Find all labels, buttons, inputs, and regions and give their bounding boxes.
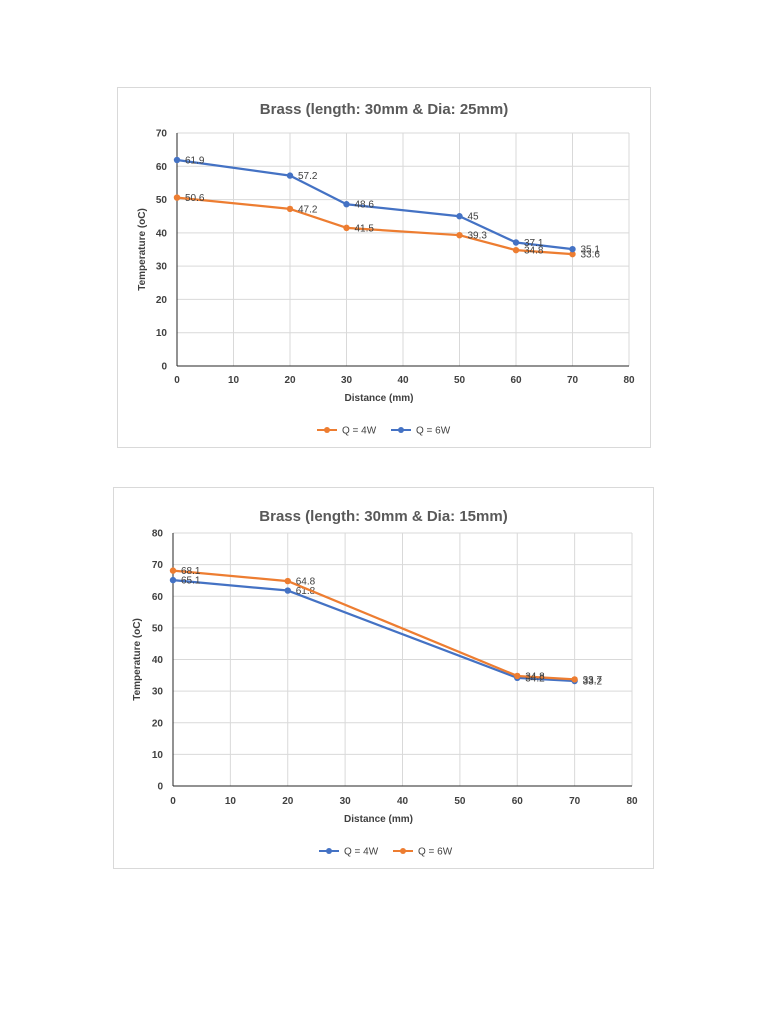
legend-entry: Q = 4W [342,426,377,437]
x-axis-title: Distance (mm) [345,393,414,404]
data-label: 64.8 [296,577,316,588]
x-tick-label: 60 [512,796,524,807]
data-point [284,587,291,594]
data-label: 35.1 [581,245,601,256]
data-label: 68.1 [181,566,201,577]
x-tick-label: 30 [340,796,352,807]
x-tick-label: 40 [397,796,409,807]
data-point [569,245,576,253]
y-tick-label: 40 [156,228,168,239]
legend-entry: Q = 6W [418,847,453,858]
x-tick-label: 30 [341,375,353,386]
data-point [343,201,350,208]
data-label: 33.6 [581,250,601,261]
data-point [173,156,181,164]
legend-entry: Q = 4W [344,847,379,858]
data-label: 45 [468,212,480,223]
legend-swatch-marker [326,848,332,854]
data-point [512,246,520,254]
y-tick-label: 50 [156,195,168,206]
series-line-1 [172,579,575,683]
data-point [456,231,463,239]
y-tick-label: 30 [156,262,168,273]
y-tick-label: 10 [156,328,168,339]
chart-title: Brass (length: 30mm & Dia: 25mm) [260,101,508,118]
data-label: 33.2 [583,677,603,688]
data-label: 61.9 [185,155,205,166]
x-tick-label: 20 [284,375,296,386]
x-tick-label: 70 [569,796,581,807]
data-point [456,213,463,220]
x-tick-label: 50 [454,796,466,807]
x-tick-label: 20 [282,796,294,807]
data-point [284,577,291,585]
data-point [173,194,181,201]
data-point [512,239,520,246]
data-point [514,672,521,680]
data-point [169,567,177,574]
data-label: 48.6 [355,200,375,211]
y-tick-label: 80 [152,529,164,540]
y-tick-label: 40 [152,655,164,666]
data-label: 39.3 [468,231,488,242]
data-point [286,205,294,213]
x-tick-label: 0 [170,796,176,807]
x-tick-label: 40 [397,375,409,386]
series-line-1 [176,196,573,256]
x-axis-title: Distance (mm) [344,814,413,825]
data-label: 65.1 [181,576,201,587]
data-label: 34.2 [525,673,545,684]
y-tick-label: 30 [152,687,164,698]
data-point [286,172,294,179]
y-tick-label: 20 [152,718,164,729]
legend-entry: Q = 6W [416,426,451,437]
data-label: 41.5 [355,223,375,234]
y-tick-label: 0 [161,362,167,373]
x-tick-label: 80 [623,375,635,386]
data-point [569,250,576,258]
data-label: 61.8 [296,586,316,597]
x-tick-label: 80 [626,796,638,807]
data-label: 37.1 [524,238,544,249]
y-axis-title: Temperature (oC) [137,208,148,291]
data-label: 33.7 [583,675,603,686]
x-tick-label: 50 [454,375,466,386]
y-tick-label: 70 [156,129,168,140]
x-tick-label: 0 [174,375,180,386]
x-tick-label: 60 [510,375,522,386]
y-tick-label: 60 [152,592,164,603]
x-tick-label: 10 [228,375,240,386]
data-point [169,576,177,584]
legend-swatch-marker [324,427,330,433]
chart-brass-dia-15: Brass (length: 30mm & Dia: 15mm) 0 10 20 30 4… [113,487,654,869]
data-label: 57.2 [298,171,318,182]
legend-swatch-marker [400,848,406,854]
chart-brass-dia-25: Brass (length: 30mm & Dia: 25mm) 0 10 20 30 4… [117,87,651,448]
chart-2-svg: Brass (length: 30mm & Dia: 15mm) 0 10 20 30 4… [132,508,638,858]
y-tick-label: 70 [152,560,164,571]
data-point [571,676,578,683]
y-tick-label: 50 [152,623,164,634]
y-tick-label: 10 [152,750,164,761]
chart-title: Brass (length: 30mm & Dia: 15mm) [259,508,507,525]
data-point [343,224,350,232]
data-label: 50.6 [185,193,205,204]
y-tick-label: 20 [156,295,168,306]
y-tick-label: 60 [156,162,168,173]
series-line-2 [172,569,575,681]
x-tick-label: 10 [225,796,237,807]
y-tick-label: 0 [157,782,163,793]
y-axis-title: Temperature (oC) [132,618,143,701]
data-label: 34.8 [524,246,544,257]
series-line-2 [176,158,573,251]
legend-swatch-marker [398,427,404,433]
data-label: 47.2 [298,204,318,215]
data-label: 34.8 [525,671,545,682]
x-tick-label: 70 [567,375,579,386]
chart-1-svg: Brass (length: 30mm & Dia: 25mm) 0 10 20 30 4… [137,101,635,437]
